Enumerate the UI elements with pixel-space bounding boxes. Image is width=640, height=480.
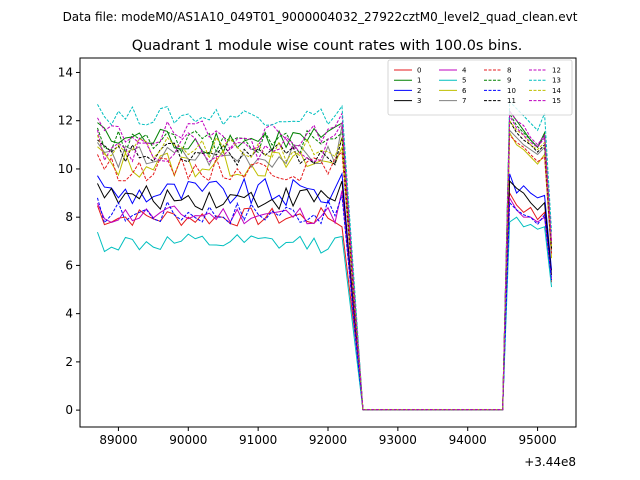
x-tick-label: 92000 — [309, 433, 347, 447]
legend-label-9: 9 — [507, 77, 511, 85]
legend-label-2: 2 — [417, 87, 421, 95]
x-tick-label: 93000 — [379, 433, 417, 447]
chart-suptitle: Data file: modeM0/AS1A10_049T01_90000040… — [63, 10, 578, 24]
series-layer — [96, 100, 553, 411]
x-tick-label: 91000 — [239, 433, 277, 447]
legend-label-7: 7 — [462, 97, 466, 105]
series-line-13 — [97, 100, 553, 411]
y-tick-label: 14 — [58, 65, 73, 79]
y-tick-label: 4 — [65, 307, 73, 321]
y-tick-label: 12 — [58, 114, 73, 128]
legend-label-4: 4 — [462, 67, 467, 75]
series-line-15 — [96, 114, 553, 411]
plot-area — [80, 58, 576, 427]
legend-label-13: 13 — [552, 77, 561, 85]
x-offset-label: +3.44e8 — [524, 455, 576, 469]
y-tick-label: 2 — [65, 355, 73, 369]
legend-label-6: 6 — [462, 87, 467, 95]
legend-label-0: 0 — [417, 67, 421, 75]
x-tick-label: 90000 — [169, 433, 207, 447]
y-tick-label: 10 — [58, 162, 73, 176]
legend-label-14: 14 — [552, 87, 561, 95]
chart-title: Quadrant 1 module wise count rates with … — [132, 38, 523, 54]
series-line-12 — [97, 109, 553, 411]
legend-label-1: 1 — [417, 77, 421, 85]
legend-label-8: 8 — [507, 67, 511, 75]
x-axis: 89000 90000 91000 92000 93000 94000 95000 — [99, 427, 557, 447]
x-tick-label: 89000 — [99, 433, 137, 447]
y-tick-label: 8 — [65, 210, 73, 224]
y-tick-label: 0 — [65, 403, 73, 417]
series-line-8 — [97, 133, 553, 411]
x-tick-label: 94000 — [449, 433, 487, 447]
legend-frame — [387, 59, 573, 116]
legend-label-15: 15 — [552, 97, 561, 105]
y-axis: 0 2 4 6 8 10 12 14 — [58, 65, 80, 417]
legend-label-3: 3 — [417, 97, 421, 105]
y-tick-label: 6 — [65, 258, 73, 272]
legend-label-10: 10 — [507, 87, 516, 95]
legend-label-12: 12 — [552, 67, 561, 75]
legend-label-5: 5 — [462, 77, 466, 85]
legend-label-11: 11 — [507, 97, 516, 105]
x-tick-label: 95000 — [518, 433, 556, 447]
